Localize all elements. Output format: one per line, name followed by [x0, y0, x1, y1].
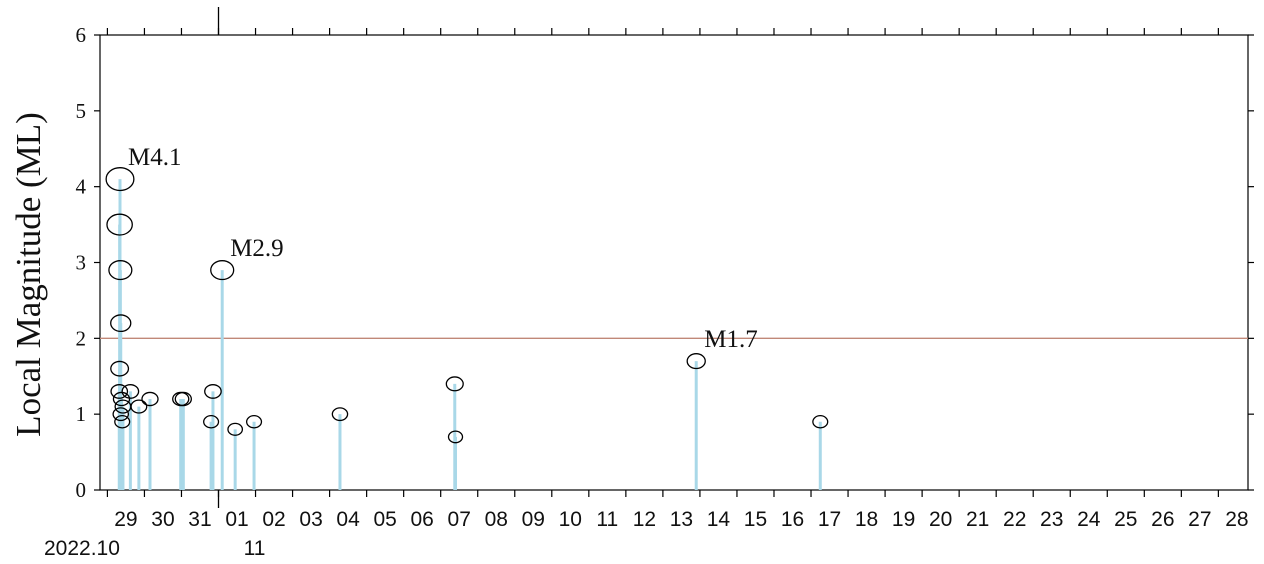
- x-tick-label: 04: [336, 508, 360, 531]
- x-tick-label: 11: [596, 508, 618, 531]
- event-marker: [141, 391, 159, 407]
- event-marker: [227, 422, 244, 436]
- y-tick-label: 6: [76, 23, 87, 47]
- month-label: 2022.10: [44, 537, 120, 560]
- x-tick-label: 21: [966, 508, 989, 531]
- x-tick-label: 15: [744, 508, 767, 531]
- event-marker: [110, 384, 129, 399]
- event-marker: [110, 314, 132, 333]
- chart-plot-area: [99, 34, 1249, 491]
- x-tick-label: 03: [299, 508, 322, 531]
- y-tick-label: 4: [76, 175, 87, 199]
- y-axis-label: Local Magnitude (ML): [9, 112, 48, 437]
- event-marker: [812, 415, 829, 429]
- x-tick-label: 10: [559, 508, 582, 531]
- x-tick-label: 20: [929, 508, 952, 531]
- x-tick-label: 06: [411, 508, 434, 531]
- event-marker: [331, 407, 349, 422]
- x-tick-label: 08: [485, 508, 508, 531]
- y-tick-label: 5: [76, 99, 87, 123]
- x-tick-label: 30: [151, 508, 174, 531]
- x-tick-label: 19: [892, 508, 915, 531]
- x-tick-label: 09: [522, 508, 545, 531]
- y-tick-label: 0: [76, 478, 87, 502]
- event-marker: [112, 391, 131, 407]
- y-tick-label: 2: [76, 326, 87, 350]
- event-marker: [447, 430, 464, 444]
- x-tick-label: 05: [373, 508, 396, 531]
- magnitude-annotation: M2.9: [230, 235, 283, 262]
- x-tick-label: 12: [633, 508, 656, 531]
- event-stems: [117, 179, 822, 490]
- event-marker: [174, 391, 192, 407]
- x-tick-label: 26: [1151, 508, 1174, 531]
- x-tick-label: 27: [1188, 508, 1211, 531]
- event-marker: [112, 407, 130, 422]
- event-marker: [121, 384, 140, 399]
- event-annotations: M4.1 M2.9 M1.7: [128, 144, 758, 353]
- event-marker: [106, 213, 133, 236]
- y-tick-label: 3: [76, 251, 87, 275]
- event-marker: [130, 399, 148, 414]
- x-tick-label: 01: [225, 508, 248, 531]
- event-marker: [114, 415, 131, 429]
- x-tick-label: 23: [1040, 508, 1063, 531]
- x-tick-label: 28: [1225, 508, 1248, 531]
- x-tick-label: 17: [818, 508, 841, 531]
- y-tick-label: 1: [76, 402, 87, 426]
- magnitude-annotation: M4.1: [128, 144, 181, 171]
- event-marker: [245, 415, 263, 429]
- month-label: 11: [244, 537, 266, 560]
- event-marker: [203, 415, 220, 429]
- x-tick-label: 22: [1003, 508, 1026, 531]
- x-tick-label: 24: [1077, 508, 1101, 531]
- x-tick-label: 18: [855, 508, 878, 531]
- x-tick-label: 14: [707, 508, 731, 531]
- event-marker: [108, 260, 133, 281]
- x-tick-label: 29: [114, 508, 137, 531]
- x-tick-label: 16: [781, 508, 804, 531]
- x-tick-label: 25: [1114, 508, 1137, 531]
- event-markers: [105, 167, 829, 444]
- event-marker: [204, 384, 222, 399]
- event-marker: [445, 376, 464, 392]
- event-marker: [110, 360, 130, 377]
- x-tick-label: 31: [188, 508, 211, 531]
- x-tick-label: 13: [670, 508, 693, 531]
- x-tick-label: 07: [448, 508, 471, 531]
- event-marker: [686, 353, 706, 370]
- event-marker: [210, 260, 235, 281]
- magnitude-annotation: M1.7: [704, 326, 757, 353]
- x-tick-label: 02: [262, 508, 285, 531]
- plot-frame: [99, 34, 1249, 491]
- event-marker: [105, 167, 135, 192]
